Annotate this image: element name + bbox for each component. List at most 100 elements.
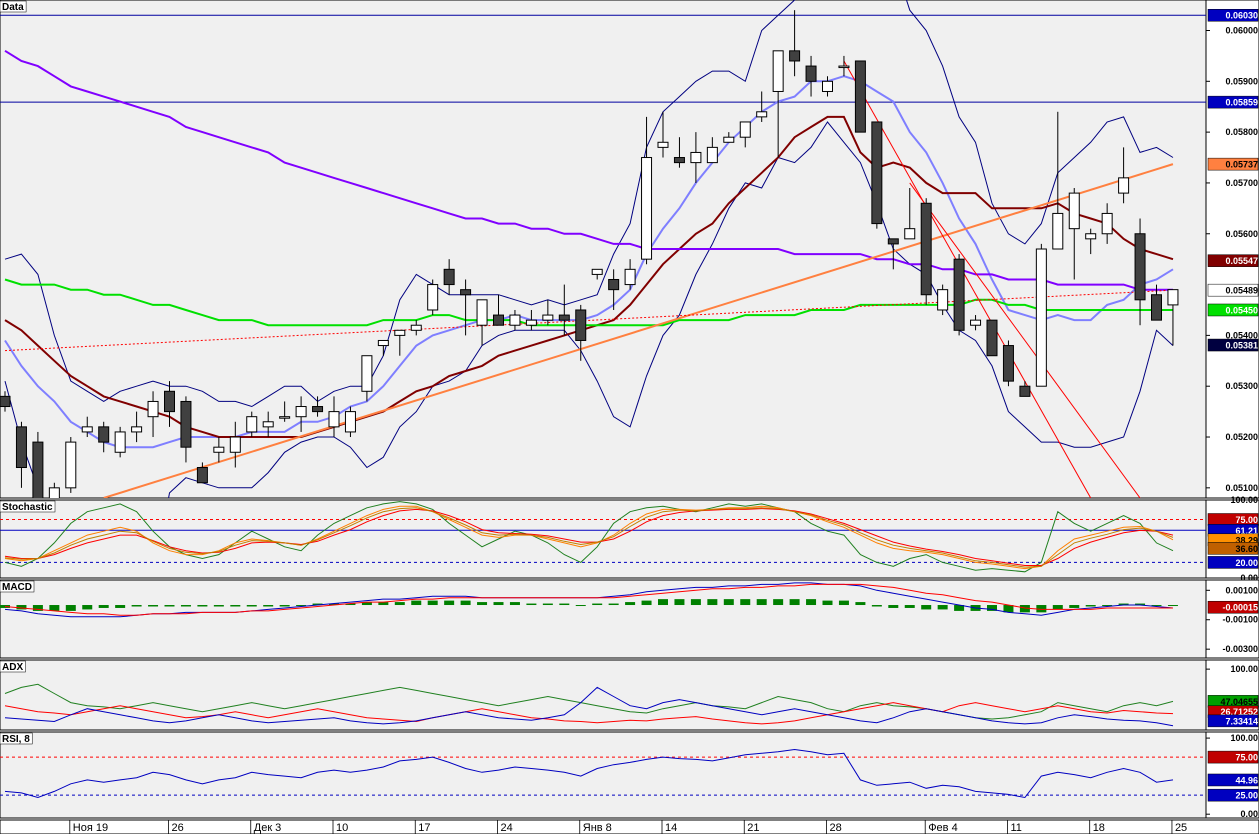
macd-histogram-bar	[131, 605, 142, 607]
date-tick-label: 17	[418, 822, 430, 834]
macd-panel[interactable]: 0.00100 -0.00100 -0.00300 MACD -0.00015	[0, 579, 1259, 659]
candle-body	[772, 50, 784, 92]
macd-plot-area	[0, 579, 1207, 659]
stoch-series-line-2	[4, 508, 1174, 566]
macd-histogram-bar	[394, 602, 405, 606]
macd-histogram-bar	[723, 599, 734, 606]
macd-histogram-bar	[641, 600, 652, 606]
candle-body	[1118, 177, 1130, 194]
macd-histogram-bar	[526, 603, 537, 606]
candle-body	[213, 446, 225, 453]
candle-body	[756, 111, 768, 118]
candle-body	[575, 309, 587, 341]
adx-value-badge-label: 7.33414	[1225, 716, 1258, 726]
price-value-badge-label: 0.05450	[1225, 305, 1258, 315]
price-value-badge-label: 0.05547	[1225, 256, 1258, 266]
macd-value-badge-label: -0.00015	[1222, 603, 1258, 613]
macd-histogram-bar	[444, 600, 455, 606]
macd-histogram-bar	[987, 605, 997, 611]
candle-body	[657, 141, 669, 148]
macd-histogram-bar	[740, 599, 751, 606]
price-series-line-ma_slow	[4, 49, 1173, 291]
candle-body	[887, 238, 899, 245]
macd-histogram-bar	[608, 603, 619, 606]
rsi-panel[interactable]: 100.00 0.00 RSI, 8 75.00 44.96 25.00	[0, 731, 1259, 819]
price-panel-title: Data	[2, 2, 24, 13]
candle-body	[558, 314, 570, 321]
macd-histogram-bar	[806, 599, 817, 606]
candle-body	[920, 202, 932, 296]
price-tick-label: 0.05200	[1225, 432, 1258, 442]
macd-histogram-bar	[690, 599, 701, 606]
macd-histogram-bar	[82, 605, 93, 610]
candle-body	[32, 441, 44, 498]
candle-body	[854, 60, 866, 133]
candle-body	[706, 146, 718, 164]
candle-body	[953, 258, 965, 331]
stoch-value-badge	[1207, 542, 1259, 555]
price-value-badge	[1207, 303, 1259, 317]
adx-plot	[4, 683, 1174, 727]
macd-histogram-bar	[1052, 605, 1063, 610]
macd-histogram-bar	[1167, 605, 1178, 607]
macd-histogram-bar	[954, 605, 965, 611]
rsi-series-line-0	[4, 748, 1174, 799]
price-series-line-ma_fast	[4, 75, 1174, 449]
price-value-badge	[1207, 283, 1259, 297]
macd-histogram-bar	[592, 603, 603, 606]
macd-histogram-bar	[789, 599, 800, 606]
candle-body	[48, 487, 60, 498]
price-tick-label: 0.05900	[1225, 76, 1258, 86]
candle-body	[1019, 385, 1031, 397]
adx-plot-area	[0, 659, 1207, 731]
candle-body	[739, 121, 751, 138]
macd-histogram-bar	[148, 605, 159, 607]
date-tick-label: Янв 8	[583, 822, 612, 834]
date-tick-label: 24	[501, 822, 513, 834]
stochastic-panel[interactable]: 100.00 0.00 Stochastic 75.0061.2138.2936.60…	[0, 495, 1259, 583]
candle-body	[460, 289, 472, 296]
macd-tick-label: -0.00300	[1222, 644, 1258, 654]
stoch-value-badge	[1207, 556, 1259, 569]
price-panel[interactable]: 0.06000 0.05900 0.05800 0.05700 0.05600 0.054…	[0, 0, 1259, 605]
date-tick-label: Фев 4	[928, 822, 958, 834]
macd-histogram-bar	[1069, 605, 1080, 608]
macd-histogram-bar	[279, 605, 290, 607]
candle-body	[937, 289, 949, 311]
candle-body	[229, 436, 241, 453]
macd-histogram-bar	[822, 600, 833, 606]
macd-histogram-bar	[1151, 605, 1162, 607]
price-value-badge-label: 0.05859	[1225, 98, 1258, 108]
trend-line	[909, 182, 1141, 498]
candle-body	[822, 80, 833, 92]
candle-body	[361, 355, 373, 392]
price-value-badge	[1207, 8, 1259, 22]
price-value-badge-label: 0.06030	[1225, 11, 1258, 21]
macd-histogram-bar	[49, 605, 60, 611]
macd-histogram-bar	[65, 605, 76, 611]
date-axis-bar	[0, 819, 1259, 834]
macd-histogram-bar	[0, 605, 10, 608]
adx-title-box	[0, 660, 26, 673]
rsi-value-badge-label: 75.00	[1235, 753, 1258, 763]
candle-body	[328, 411, 340, 428]
stoch-tick-label: 0.00	[1240, 573, 1258, 583]
candle-body	[147, 400, 159, 418]
date-tick-label: 25	[1175, 822, 1187, 834]
macd-histogram-bar	[575, 605, 586, 607]
price-tick-label: 0.06000	[1225, 25, 1258, 35]
stoch-panel-title: Stochastic	[2, 502, 53, 513]
price-tick-label: 0.05400	[1225, 330, 1258, 340]
candle-body	[344, 411, 356, 433]
date-tick-label: 11	[1010, 822, 1021, 834]
candle-body	[986, 319, 998, 357]
candle-body	[673, 157, 685, 164]
macd-value-badge	[1207, 600, 1259, 614]
macd-histogram-bar	[937, 605, 948, 610]
macd-histogram-bar	[460, 600, 471, 606]
candle-body	[624, 268, 636, 286]
macd-histogram-bar	[756, 599, 767, 606]
price-value-axis	[1205, 0, 1259, 499]
price-plot	[0, 0, 1206, 498]
